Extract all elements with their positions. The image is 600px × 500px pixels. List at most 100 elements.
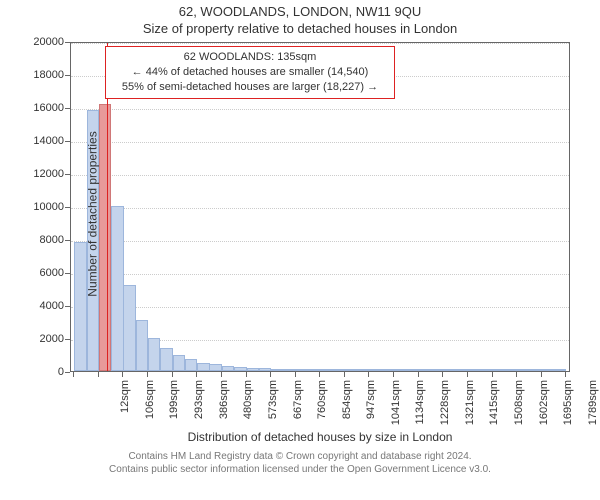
x-tick-mark	[467, 372, 468, 377]
histogram-bar	[419, 369, 431, 371]
y-tick-label: 20000	[30, 36, 64, 48]
gridline	[71, 208, 569, 209]
x-tick-label: 854sqm	[341, 380, 353, 430]
x-tick-label: 760sqm	[316, 380, 328, 430]
histogram-bar	[259, 368, 271, 371]
histogram-bar	[148, 338, 160, 371]
chart-title-address: 62, WOODLANDS, LONDON, NW11 9QU	[0, 0, 600, 19]
histogram-bar	[357, 369, 369, 371]
x-tick-label: 1508sqm	[513, 380, 525, 430]
x-tick-label: 386sqm	[218, 380, 230, 430]
y-tick-label: 0	[30, 366, 64, 378]
histogram-bar	[529, 369, 541, 371]
y-tick-mark	[65, 207, 70, 208]
footer-line1: Contains HM Land Registry data © Crown c…	[0, 450, 600, 463]
x-tick-label: 667sqm	[292, 380, 304, 430]
x-tick-label: 1321sqm	[464, 380, 476, 430]
x-tick-mark	[122, 372, 123, 377]
y-tick-label: 18000	[30, 69, 64, 81]
x-tick-label: 1134sqm	[414, 380, 426, 430]
y-tick-mark	[65, 273, 70, 274]
histogram-bar	[123, 285, 135, 371]
histogram-bar	[173, 355, 185, 372]
y-tick-mark	[65, 108, 70, 109]
y-tick-mark	[65, 75, 70, 76]
x-tick-mark	[368, 372, 369, 377]
y-tick-mark	[65, 141, 70, 142]
x-tick-label: 1695sqm	[562, 380, 574, 430]
chart-title-subtitle: Size of property relative to detached ho…	[0, 19, 600, 36]
x-tick-mark	[393, 372, 394, 377]
histogram-bar	[505, 369, 517, 371]
x-tick-mark	[246, 372, 247, 377]
x-tick-mark	[73, 372, 74, 377]
x-tick-mark	[98, 372, 99, 377]
x-tick-mark	[319, 372, 320, 377]
x-tick-label: 106sqm	[144, 380, 156, 430]
histogram-bar	[554, 369, 566, 371]
x-tick-label: 1602sqm	[538, 380, 550, 430]
gridline	[71, 175, 569, 176]
histogram-bar	[234, 367, 246, 371]
x-tick-mark	[196, 372, 197, 377]
histogram-bar	[185, 359, 197, 371]
histogram-bar	[406, 369, 418, 371]
x-tick-label: 947sqm	[365, 380, 377, 430]
histogram-bar	[480, 369, 492, 371]
x-tick-label: 1789sqm	[587, 380, 599, 430]
y-tick-label: 4000	[30, 300, 64, 312]
x-tick-label: 1041sqm	[390, 380, 402, 430]
annotation-line3: 55% of semi-detached houses are larger (…	[112, 80, 388, 95]
x-tick-label: 1228sqm	[439, 380, 451, 430]
x-tick-mark	[344, 372, 345, 377]
histogram-bar	[493, 369, 505, 371]
y-tick-mark	[65, 306, 70, 307]
histogram-bar	[345, 369, 357, 371]
x-tick-label: 12sqm	[119, 380, 131, 430]
x-tick-mark	[442, 372, 443, 377]
histogram-bar	[542, 369, 554, 371]
histogram-bar	[296, 369, 308, 371]
y-tick-label: 16000	[30, 102, 64, 114]
histogram-bar	[394, 369, 406, 371]
gridline	[71, 274, 569, 275]
histogram-bar	[455, 369, 467, 371]
histogram-bar	[333, 369, 345, 371]
y-tick-label: 6000	[30, 267, 64, 279]
footer-line2: Contains public sector information licen…	[0, 463, 600, 476]
y-tick-label: 10000	[30, 201, 64, 213]
histogram-bar	[517, 369, 529, 371]
footer-attribution: Contains HM Land Registry data © Crown c…	[0, 450, 600, 476]
gridline	[71, 241, 569, 242]
histogram-bar	[443, 369, 455, 371]
y-tick-mark	[65, 42, 70, 43]
x-tick-mark	[221, 372, 222, 377]
histogram-bar	[247, 368, 259, 371]
histogram-bar-highlight	[99, 104, 111, 371]
y-tick-label: 14000	[30, 135, 64, 147]
y-tick-mark	[65, 372, 70, 373]
histogram-bar	[271, 369, 283, 371]
histogram-bar	[136, 320, 148, 371]
x-tick-mark	[492, 372, 493, 377]
histogram-bar	[382, 369, 394, 371]
histogram-bar	[74, 242, 86, 371]
histogram-bar	[320, 369, 332, 371]
histogram-bar	[431, 369, 443, 371]
x-tick-mark	[541, 372, 542, 377]
gridline	[71, 307, 569, 308]
y-tick-mark	[65, 339, 70, 340]
y-tick-label: 2000	[30, 333, 64, 345]
x-axis-label: Distribution of detached houses by size …	[70, 430, 570, 444]
annotation-box: 62 WOODLANDS: 135sqm ← 44% of detached h…	[105, 46, 395, 99]
x-tick-mark	[295, 372, 296, 377]
x-tick-label: 480sqm	[242, 380, 254, 430]
gridline	[71, 142, 569, 143]
gridline	[71, 109, 569, 110]
histogram-bar	[160, 348, 172, 371]
y-tick-mark	[65, 174, 70, 175]
chart-container: 62, WOODLANDS, LONDON, NW11 9QU Size of …	[0, 0, 600, 500]
histogram-bar	[283, 369, 295, 371]
histogram-bar	[369, 369, 381, 371]
histogram-bar	[222, 366, 234, 371]
